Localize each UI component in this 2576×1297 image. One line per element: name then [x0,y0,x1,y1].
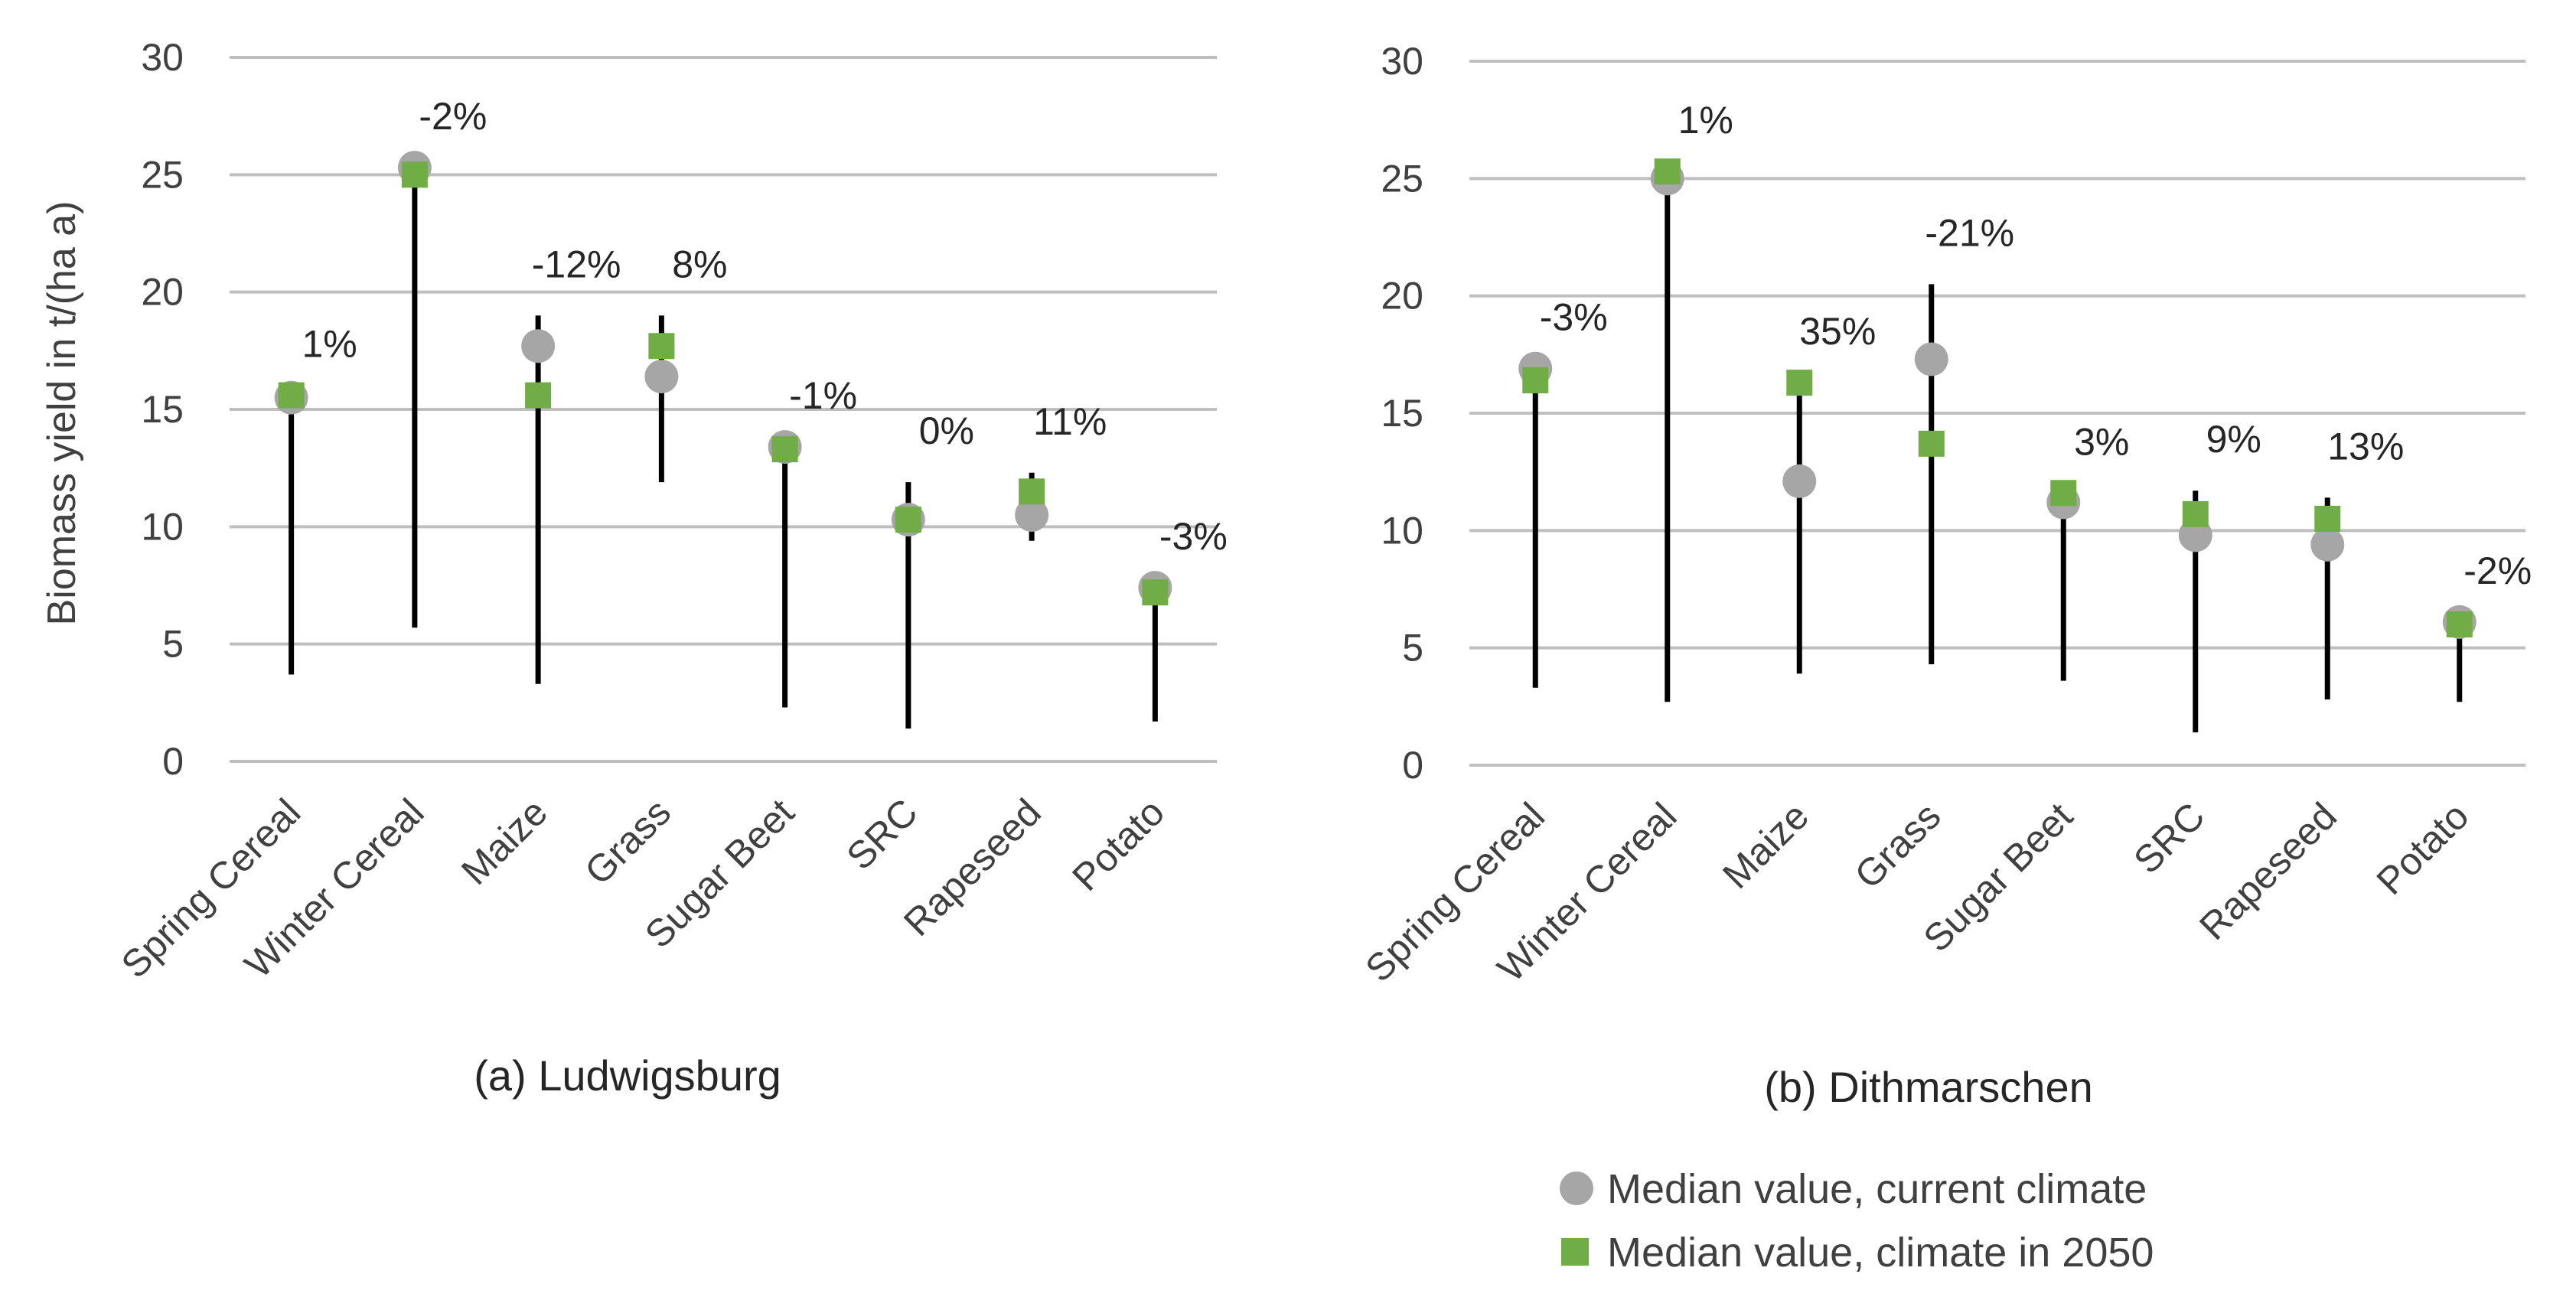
x-tick-label: Potato [2369,794,2477,903]
change-label: 8% [672,243,727,285]
change-label: 11% [1033,400,1107,443]
legend-future-marker [1561,1238,1589,1266]
x-tick-label: Grass [1847,794,1949,897]
future-median-point [1654,158,1681,185]
y-tick-label: 20 [1381,275,1423,318]
future-median-point [278,382,305,409]
legend-current-marker [1560,1172,1593,1205]
future-median-point [2182,500,2209,527]
current-median-point [2310,527,2345,562]
change-label: 13% [2327,425,2404,468]
y-axis-label: Biomass yield in t/(ha a) [40,201,84,626]
future-median-point [895,507,921,533]
y-tick-label: 0 [1402,744,1423,787]
y-tick-label: 10 [1381,509,1423,552]
change-label: -12% [532,243,621,285]
current-median-point [521,329,556,363]
change-label: -21% [1925,211,2014,254]
future-median-point [2050,480,2077,507]
y-tick-label: 15 [1381,392,1423,435]
x-tick-label: Maize [453,790,556,893]
change-label: 1% [1678,99,1733,142]
x-tick-label: Grass [576,790,679,893]
current-median-point [1914,342,1948,376]
change-label: 3% [2074,420,2129,463]
y-tick-label: 20 [141,271,184,314]
change-label: 0% [919,409,974,452]
legend-future-label: Median value, climate in 2050 [1607,1230,2154,1276]
change-label: -2% [419,95,487,138]
y-tick-label: 10 [141,505,184,548]
current-median-point [1015,498,1049,532]
legend-current-label: Median value, current climate [1607,1166,2147,1212]
y-tick-label: 0 [162,740,184,783]
future-median-point [525,382,552,409]
y-tick-label: 5 [1402,627,1423,670]
change-label: 9% [2206,418,2261,461]
future-median-point [1142,579,1169,606]
y-tick-label: 5 [162,623,184,666]
future-median-point [1786,370,1813,396]
x-tick-label: Rapeseed [2191,794,2345,948]
current-median-point [1782,464,1817,498]
y-tick-label: 30 [1381,40,1423,83]
future-median-point [2446,611,2473,637]
change-label: -2% [2464,549,2532,592]
x-tick-label: Maize [1714,794,1817,897]
panel-title: (b) Dithmarschen [1764,1063,2092,1111]
change-label: -3% [1540,296,1608,339]
change-label: -3% [1159,515,1228,558]
x-tick-label: SRC [838,790,925,878]
future-median-point [1019,478,1045,505]
change-label: 1% [302,323,357,366]
x-tick-label: Rapeseed [895,790,1049,944]
panel-title: (a) Ludwigsburg [474,1051,781,1100]
future-median-point [401,161,428,188]
x-tick-label: Potato [1064,790,1172,899]
future-median-point [1522,367,1549,394]
y-tick-label: 30 [141,36,184,79]
future-median-point [2314,506,2341,532]
future-median-point [1918,430,1945,457]
future-median-point [648,333,675,360]
change-label: 35% [1799,310,1876,353]
y-tick-label: 25 [141,153,184,196]
change-label: -1% [789,374,857,417]
legend: Median value, current climate Median val… [1560,1166,2154,1276]
current-median-point [644,360,679,394]
x-tick-label: SRC [2125,794,2212,882]
future-median-point [771,436,798,463]
y-tick-label: 15 [141,388,184,431]
y-tick-label: 25 [1381,157,1423,200]
